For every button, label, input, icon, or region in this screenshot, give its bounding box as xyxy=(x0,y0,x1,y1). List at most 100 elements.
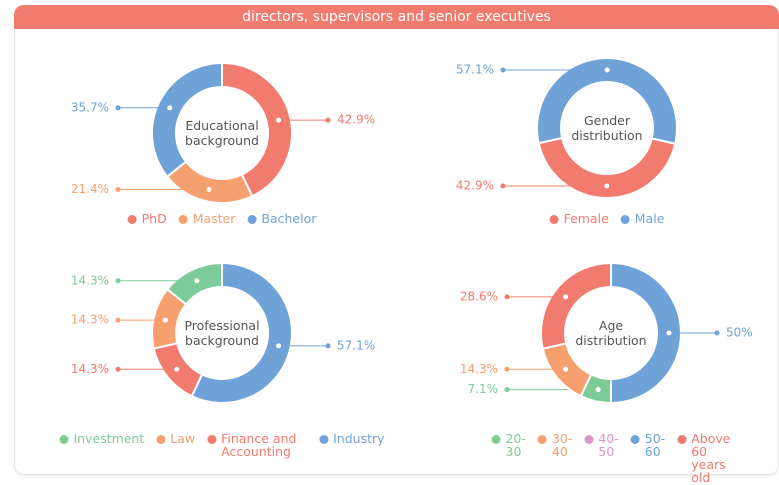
leader-dot xyxy=(504,366,510,372)
value-label: 57.1% xyxy=(456,63,494,77)
value-label: 42.9% xyxy=(337,113,375,127)
legend: Investment Law Finance and Accounting Indus… xyxy=(59,431,385,458)
legend-item: Male xyxy=(620,211,665,226)
leader-dot xyxy=(500,67,506,73)
legend-label: Master xyxy=(192,211,236,226)
leader-dot xyxy=(325,343,331,349)
legend-item: PhD xyxy=(127,211,167,226)
legend: PhD Master Bachelor xyxy=(127,211,316,226)
leader-dot xyxy=(325,117,331,123)
donut-segment xyxy=(165,160,254,204)
value-label: 21.4% xyxy=(71,182,109,196)
donut-segment xyxy=(221,61,293,198)
center-label: Educational background xyxy=(185,118,259,148)
legend-label: Bachelor xyxy=(261,211,317,226)
legend-swatch xyxy=(319,435,329,444)
value-label: 14.3% xyxy=(71,313,109,327)
leader-dot xyxy=(504,294,510,300)
legend-swatch xyxy=(247,215,257,224)
leader-dot xyxy=(115,187,121,193)
legend: 20-30 30-40 40-50 50-60 Above 60 years old xyxy=(491,431,730,484)
anchor-dot xyxy=(166,104,174,112)
leader-dot xyxy=(714,330,720,336)
anchor-dot xyxy=(665,329,673,337)
leader-dot xyxy=(115,317,121,323)
legend-label: Female xyxy=(563,211,609,226)
legend-item: 20-30 xyxy=(491,431,526,459)
value-label: 35.7% xyxy=(71,100,109,114)
anchor-dot xyxy=(562,365,570,373)
value-label: 14.3% xyxy=(460,362,498,376)
legend-item: 40-50 xyxy=(584,431,619,459)
legend-swatch xyxy=(59,435,69,444)
legend-label: Above 60 years old xyxy=(691,431,731,485)
legend-swatch xyxy=(178,215,188,224)
legend-item: 30-40 xyxy=(537,431,573,459)
donut-segment xyxy=(151,287,188,350)
value-label: 28.6% xyxy=(460,289,498,303)
legend-label: PhD xyxy=(141,211,167,226)
legend-label: Investment xyxy=(73,431,145,446)
value-label: 14.3% xyxy=(71,362,109,376)
legend-swatch xyxy=(537,435,547,444)
center-label: Age distribution xyxy=(575,318,647,348)
legend-item: Industry xyxy=(319,431,385,446)
center-label: Gender distribution xyxy=(571,113,643,143)
legend-swatch xyxy=(677,435,687,444)
legend-item: Master xyxy=(178,211,236,226)
anchor-dot xyxy=(173,365,181,373)
legend-swatch xyxy=(491,435,501,444)
leader-dot xyxy=(500,183,506,189)
anchor-dot xyxy=(193,277,201,285)
leader-dot xyxy=(115,105,121,111)
legend-label: 40-50 xyxy=(598,431,619,459)
legend-label: Male xyxy=(634,211,665,226)
legend-item: Above 60 years old xyxy=(677,432,730,484)
legend-item: Investment xyxy=(59,432,144,445)
legend-swatch xyxy=(584,435,594,444)
anchor-dot xyxy=(594,386,602,394)
leader-dot xyxy=(504,387,510,393)
legend-swatch xyxy=(207,435,217,444)
legend-swatch xyxy=(549,215,559,224)
legend-label: 50-60 xyxy=(644,431,666,459)
legend-label: 30-40 xyxy=(551,431,573,459)
center-label: Professional background xyxy=(184,318,260,348)
value-label: 14.3% xyxy=(71,273,109,287)
header-title: directors, supervisors and senior execut… xyxy=(14,5,779,29)
value-label: 42.9% xyxy=(456,178,494,192)
value-label: 7.1% xyxy=(468,382,499,396)
legend: Female Male xyxy=(549,211,665,226)
legend-swatch xyxy=(127,215,137,224)
legend-item: Bachelor xyxy=(247,212,316,225)
legend-item: Female xyxy=(549,211,609,226)
donut-segment xyxy=(190,261,293,404)
legend-swatch xyxy=(156,435,166,444)
donut-segment xyxy=(537,136,677,199)
value-label: 50% xyxy=(726,326,753,340)
anchor-dot xyxy=(603,66,611,74)
donut-segment xyxy=(540,261,612,350)
legend-swatch xyxy=(620,215,630,224)
legend-label: Law xyxy=(170,431,196,446)
legend-swatch xyxy=(630,435,640,444)
anchor-dot xyxy=(275,116,283,124)
leader-dot xyxy=(115,278,121,284)
anchor-dot xyxy=(161,316,169,324)
leader-dot xyxy=(115,366,121,372)
anchor-dot xyxy=(603,182,611,190)
anchor-dot xyxy=(205,186,213,194)
legend-item: Finance and Accounting xyxy=(207,432,307,458)
value-label: 57.1% xyxy=(337,338,375,352)
legend-label: Finance and Accounting xyxy=(221,431,297,459)
donut-segment xyxy=(610,261,682,405)
anchor-dot xyxy=(562,293,570,301)
donut-segment xyxy=(536,57,678,145)
donut-segment xyxy=(151,61,223,179)
legend-item: 50-60 xyxy=(630,431,666,459)
legend-label: Industry xyxy=(333,431,385,446)
legend-label: 20-30 xyxy=(505,431,526,459)
legend-item: Law xyxy=(156,432,195,445)
